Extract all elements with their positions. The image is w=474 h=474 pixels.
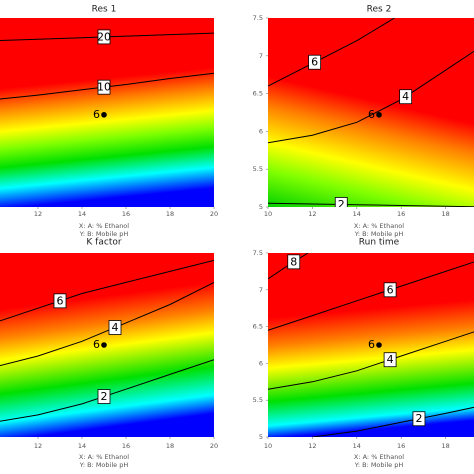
panel-title: Run time bbox=[359, 238, 400, 248]
x-tick-label: 18 bbox=[441, 442, 449, 450]
x-axis-label: X: A: % Ethanol bbox=[354, 222, 404, 230]
contour-line bbox=[312, 406, 474, 437]
x-tick-label: 16 bbox=[397, 442, 405, 450]
contours: 6 4 2 6 bbox=[268, 18, 474, 211]
contour-label-box bbox=[383, 352, 397, 368]
x-tick-label: 16 bbox=[122, 210, 130, 218]
y-tick-label: 6 bbox=[259, 127, 263, 135]
contour-label-box bbox=[287, 254, 301, 270]
panel: Run time 10 12 14 16 18 5 5.5 6 6.5 7 7.5 X: A: % Et… bbox=[253, 238, 474, 469]
y-tick-label: 7 bbox=[259, 286, 263, 294]
design-point-label: 6 bbox=[368, 108, 375, 121]
design-point bbox=[101, 111, 107, 118]
contour-label-box bbox=[97, 389, 111, 404]
contours: 20 10 6 bbox=[0, 29, 214, 121]
contour-line bbox=[268, 261, 474, 331]
x-axis-label: X: A: % Ethanol bbox=[354, 453, 404, 461]
contour-line bbox=[268, 202, 474, 207]
x-axis-label: X: A: % Ethanol bbox=[79, 453, 129, 461]
panel: Res 2 10 12 14 16 18 5 5.5 6 6.5 7 7.5 X: A: % Ethan… bbox=[253, 5, 474, 238]
x-tick-label: 14 bbox=[353, 442, 361, 450]
y-axis-label: Y: B: Mobile pH bbox=[354, 461, 404, 469]
plot-area bbox=[268, 18, 474, 207]
plot-area bbox=[268, 253, 474, 437]
panel-title: K factor bbox=[86, 238, 121, 248]
y-tick-label: 5.5 bbox=[253, 396, 263, 404]
contour-label: 2 bbox=[415, 412, 422, 425]
x-tick-label: 18 bbox=[166, 210, 174, 218]
plot-area bbox=[0, 253, 214, 437]
x-tick-label: 12 bbox=[308, 210, 316, 218]
contour-label-box bbox=[399, 89, 413, 105]
plot-area bbox=[0, 18, 214, 207]
contour-line bbox=[268, 18, 395, 87]
x-tick-label: 10 bbox=[264, 442, 272, 450]
contour-label: 20 bbox=[97, 30, 111, 43]
x-tick-label: 14 bbox=[353, 210, 361, 218]
y-tick-label: 7.5 bbox=[253, 14, 263, 22]
contour-line bbox=[0, 259, 214, 322]
panel-title: Res 2 bbox=[367, 5, 392, 15]
x-tick-label: 10 bbox=[264, 210, 272, 218]
y-tick-label: 6.5 bbox=[253, 323, 263, 331]
contour-label-box bbox=[97, 29, 111, 45]
contour-label: 6 bbox=[57, 294, 64, 307]
contour-label-box bbox=[108, 320, 122, 335]
y-tick-label: 6.5 bbox=[253, 90, 263, 98]
contour-label-box bbox=[97, 79, 111, 95]
x-tick-label: 12 bbox=[34, 210, 42, 218]
y-tick-label: 6 bbox=[259, 359, 263, 367]
x-tick-label: 12 bbox=[34, 442, 42, 450]
x-tick-label: 12 bbox=[308, 442, 316, 450]
design-point bbox=[376, 342, 382, 348]
x-tick-label: 16 bbox=[122, 442, 130, 450]
y-axis-label: Y: B: Mobile pH bbox=[79, 230, 129, 238]
y-tick-label: 5 bbox=[259, 203, 263, 211]
contour-label: 4 bbox=[387, 353, 394, 366]
contour-label: 8 bbox=[290, 255, 297, 268]
contour-label: 4 bbox=[112, 321, 119, 334]
contour-label-box bbox=[412, 411, 426, 427]
y-tick-label: 7 bbox=[259, 52, 263, 60]
x-tick-label: 14 bbox=[78, 210, 86, 218]
design-point-label: 6 bbox=[368, 338, 375, 351]
contour-label-box bbox=[383, 282, 397, 298]
x-tick-label: 18 bbox=[166, 442, 174, 450]
y-axis-label: Y: B: Mobile pH bbox=[79, 461, 129, 469]
x-tick-label: 18 bbox=[441, 210, 449, 218]
x-tick-label: 14 bbox=[78, 442, 86, 450]
x-tick-label: 16 bbox=[397, 210, 405, 218]
design-point bbox=[101, 342, 107, 348]
contour-label: 6 bbox=[387, 283, 394, 296]
contour-line bbox=[0, 281, 214, 367]
contour-line bbox=[268, 50, 474, 144]
y-axis-label: Y: B: Mobile pH bbox=[354, 230, 404, 238]
contour-line bbox=[268, 331, 474, 390]
x-axis-label: X: A: % Ethanol bbox=[79, 222, 129, 230]
x-tick-label: 20 bbox=[210, 442, 218, 450]
panel-title: Res 1 bbox=[92, 5, 117, 15]
contour-label: 4 bbox=[402, 90, 409, 103]
y-tick-label: 7.5 bbox=[253, 249, 263, 257]
y-tick-label: 5.5 bbox=[253, 165, 263, 173]
contour-label: 10 bbox=[97, 81, 111, 94]
contour-label-box bbox=[53, 293, 67, 309]
contour-label: 2 bbox=[338, 198, 345, 211]
design-point bbox=[376, 111, 382, 118]
contour-label: 6 bbox=[311, 56, 318, 69]
contour-label: 2 bbox=[101, 390, 108, 403]
design-point-label: 6 bbox=[93, 108, 100, 121]
design-point-label: 6 bbox=[93, 338, 100, 351]
y-tick-label: 5 bbox=[259, 433, 263, 441]
x-tick-label: 20 bbox=[210, 210, 218, 218]
contour-label-box bbox=[308, 54, 322, 70]
contour-label-box bbox=[334, 197, 348, 207]
